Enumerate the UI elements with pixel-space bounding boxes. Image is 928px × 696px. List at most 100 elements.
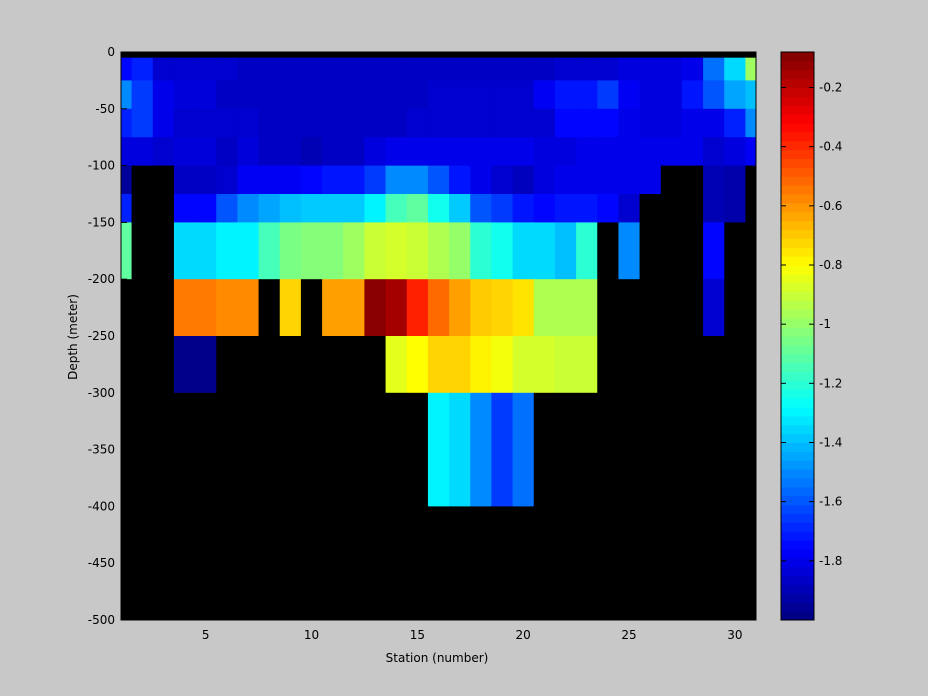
heatmap-cell: [364, 506, 387, 621]
heatmap-cell: [364, 52, 387, 59]
heatmap-cell: [724, 506, 746, 621]
heatmap-cell: [173, 80, 196, 110]
heatmap-cell: [618, 108, 641, 138]
heatmap-cell: [618, 392, 641, 507]
heatmap-cell: [576, 80, 598, 110]
heatmap-cell: [195, 165, 217, 195]
heatmap-cell: [449, 52, 471, 59]
heatmap-cell: [152, 194, 175, 223]
heatmap-cell: [173, 194, 196, 223]
heatmap-cell: [195, 279, 217, 337]
heatmap-cell: [279, 222, 302, 280]
heatmap-cell: [216, 57, 238, 81]
heatmap-cell: [470, 222, 492, 280]
colorbar-step: [781, 451, 814, 461]
heatmap-cell: [237, 165, 260, 195]
heatmap-cell: [639, 279, 662, 337]
heatmap-cell: [152, 392, 175, 507]
colorbar-tick-label: -0.6: [819, 199, 842, 213]
heatmap-cell: [385, 336, 408, 394]
heatmap-cell: [131, 108, 154, 138]
heatmap-cell: [343, 52, 365, 59]
heatmap-cell: [385, 222, 408, 280]
heatmap-cell: [660, 57, 683, 81]
heatmap-cell: [173, 222, 196, 280]
heatmap-cell: [618, 222, 641, 280]
heatmap-cell: [322, 222, 344, 280]
colorbar: [780, 51, 815, 621]
colorbar-step: [781, 442, 814, 452]
heatmap-cell: [121, 52, 133, 59]
colorbar-step: [781, 202, 814, 213]
heatmap-cell: [131, 137, 154, 167]
heatmap-cell: [491, 506, 514, 621]
heatmap-cell: [660, 506, 683, 621]
heatmap-cell: [237, 336, 260, 394]
heatmap-cell: [491, 57, 514, 81]
x-tick-label: 30: [727, 628, 742, 642]
colorbar-tick-label: -0.2: [819, 81, 842, 95]
heatmap-cell: [533, 80, 556, 110]
heatmap-cell: [152, 336, 175, 394]
heatmap-cell: [258, 336, 281, 394]
heatmap-cell: [597, 165, 619, 195]
heatmap-cell: [216, 279, 238, 337]
heatmap-cell: [152, 137, 175, 167]
colorbar-step: [781, 575, 814, 586]
heatmap-cell: [121, 194, 133, 223]
heatmap-cell: [237, 506, 260, 621]
heatmap-cell: [533, 137, 556, 167]
heatmap-cell: [724, 222, 746, 280]
heatmap-cell: [406, 392, 429, 507]
heatmap-cell: [639, 506, 662, 621]
heatmap-cell: [703, 222, 725, 280]
heatmap-cell: [703, 57, 725, 81]
heatmap-cell: [406, 137, 429, 167]
colorbar-step: [781, 398, 814, 408]
heatmap-cell: [322, 506, 344, 621]
heatmap-cell: [406, 194, 429, 223]
heatmap-cell: [703, 194, 725, 223]
heatmap-cell: [491, 165, 514, 195]
heatmap-cell: [343, 165, 365, 195]
heatmap-cell: [639, 108, 662, 138]
heatmap-cell: [152, 279, 175, 337]
colorbar-step: [781, 584, 814, 594]
heatmap-cell: [618, 194, 641, 223]
colorbar-step: [781, 176, 814, 186]
heatmap-cell: [724, 165, 746, 195]
colorbar-tick-label: -1.8: [819, 554, 842, 568]
heatmap-cell: [385, 52, 408, 59]
heatmap-cell: [703, 279, 725, 337]
heatmap-cell: [216, 137, 238, 167]
heatmap-cell: [533, 194, 556, 223]
heatmap-cell: [195, 80, 217, 110]
heatmap-cell: [681, 222, 704, 280]
heatmap-cell: [554, 222, 577, 280]
heatmap-cell: [618, 57, 641, 81]
heatmap-cell: [195, 506, 217, 621]
heatmap-cell: [322, 279, 344, 337]
colorbar-step: [781, 238, 814, 248]
colorbar-step: [781, 309, 814, 319]
colorbar-step: [781, 52, 814, 62]
heatmap-cell: [512, 279, 535, 337]
heatmap-cell: [195, 392, 217, 507]
heatmap-cell: [724, 137, 746, 167]
heatmap-cell: [491, 392, 514, 507]
heatmap-cell: [533, 392, 556, 507]
colorbar-step: [781, 415, 814, 426]
colorbar-step: [781, 69, 814, 80]
heatmap-cell: [597, 80, 619, 110]
heatmap-cell: [660, 392, 683, 507]
heatmap-cell: [216, 108, 238, 138]
heatmap-cell: [681, 194, 704, 223]
heatmap-cell: [681, 57, 704, 81]
heatmap-cell: [152, 506, 175, 621]
heatmap-cell: [512, 165, 535, 195]
heatmap-cell: [300, 165, 323, 195]
heatmap-cell: [406, 506, 429, 621]
heatmap-cell: [533, 108, 556, 138]
heatmap-cell: [343, 336, 365, 394]
y-tick-label: -150: [88, 215, 115, 229]
